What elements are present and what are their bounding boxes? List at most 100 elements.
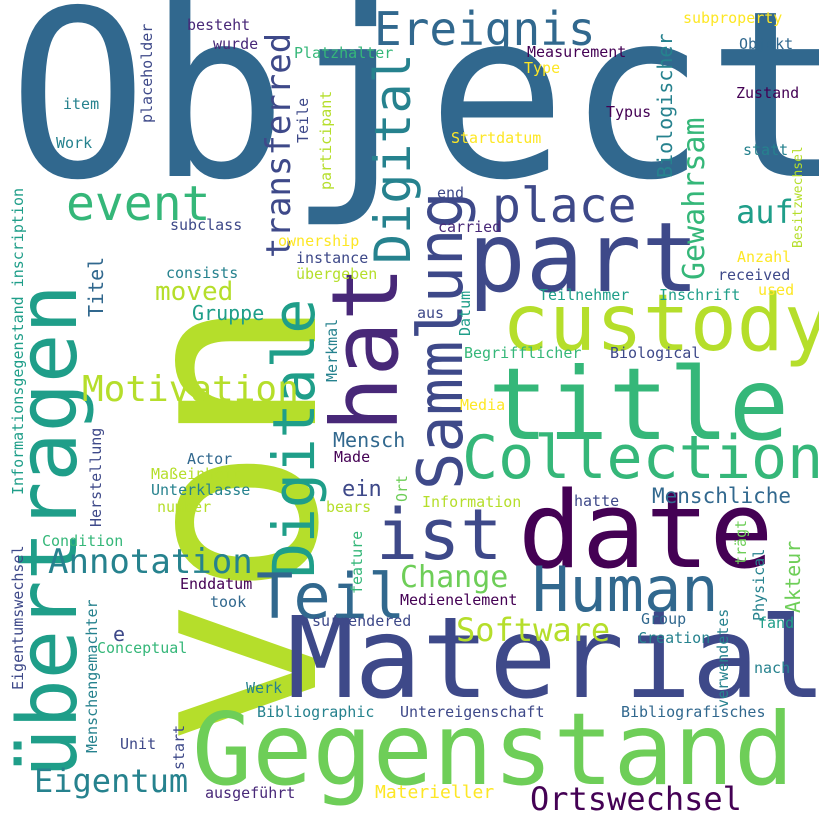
word-digital: Digital bbox=[364, 53, 422, 264]
word-title: title bbox=[488, 346, 790, 463]
word-merkmal: Merkmal bbox=[323, 318, 341, 382]
word-software: Software bbox=[456, 611, 611, 649]
word-inschrift: Inschrift bbox=[659, 286, 741, 304]
word-ausgefuehrt: ausgeführt bbox=[205, 784, 296, 802]
word-event: event bbox=[66, 176, 211, 232]
word-untereigenschaft: Untereigenschaft bbox=[400, 703, 545, 721]
word-collection: Collection bbox=[462, 423, 819, 493]
word-mensch: Mensch bbox=[333, 428, 406, 452]
word-akteur: Akteur bbox=[781, 540, 805, 613]
word-group: Group bbox=[641, 610, 687, 628]
word-uebergeben: übergeben bbox=[296, 265, 378, 283]
word-datum: Datum bbox=[456, 290, 474, 336]
word-eigentum: Eigentum bbox=[34, 762, 189, 800]
word-ownership: ownership bbox=[278, 232, 360, 250]
word-consists: consists bbox=[166, 264, 239, 282]
word-herstellung: Herstellung bbox=[87, 427, 105, 527]
word-werk: Werk bbox=[246, 679, 283, 697]
word-menschengemachter: Menschengemachter bbox=[83, 599, 101, 753]
word-measurement: Measurement bbox=[527, 43, 627, 61]
word-physical: Physical bbox=[750, 548, 768, 621]
word-custody: custody bbox=[502, 279, 819, 369]
word-ist: ist bbox=[376, 494, 503, 576]
word-object: Object bbox=[8, 0, 819, 231]
word-placeholder: placeholder bbox=[138, 23, 156, 123]
word-teilnehmer: Teilnehmer bbox=[539, 286, 630, 304]
word-item: item bbox=[63, 95, 100, 113]
word-made: Made bbox=[334, 448, 371, 466]
word-besteht: besteht bbox=[187, 16, 251, 34]
word-end: end bbox=[437, 184, 465, 202]
word-place: place bbox=[492, 178, 637, 234]
word-biological: Biological bbox=[610, 344, 701, 362]
word-digitale: Digitale bbox=[260, 298, 328, 578]
word-bibliographic: Bibliographic bbox=[257, 703, 375, 721]
word-begrifflicher: Begrifflicher bbox=[464, 344, 582, 362]
word-startdatum: Startdatum bbox=[451, 129, 542, 147]
word-moved: moved bbox=[155, 277, 234, 307]
word-ort: Ort bbox=[393, 474, 411, 502]
word-hatte: hatte bbox=[574, 492, 620, 510]
word-teil: Teil bbox=[256, 560, 406, 633]
word-participant: participant bbox=[317, 90, 335, 190]
word-motivation: Motivation bbox=[82, 369, 299, 410]
word-informationsgegenstand: Informationsgegenstand inscription bbox=[9, 187, 27, 495]
word-traegt: trägt bbox=[732, 519, 750, 565]
word-subproperty: subproperty bbox=[683, 9, 783, 27]
word-menschliche: Menschliche bbox=[652, 484, 792, 508]
word-eigentumswechsel: Eigentumswechsel bbox=[9, 545, 27, 691]
word-carried: carried bbox=[438, 218, 502, 236]
word-teile: Teile bbox=[294, 97, 312, 143]
word-platzhalter: Platzhalter bbox=[294, 44, 394, 62]
word-type: Type bbox=[524, 59, 561, 77]
word-creation: Creation bbox=[638, 629, 711, 647]
word-unit: Unit bbox=[120, 735, 157, 753]
word-ereignis: Ereignis bbox=[374, 2, 596, 56]
word-part: part bbox=[468, 202, 700, 314]
word-titel: Titel bbox=[84, 256, 108, 317]
word-surrendered: surrendered bbox=[312, 612, 412, 630]
word-zustand: Zustand bbox=[736, 84, 800, 102]
word-biologischer: Biologischer bbox=[653, 33, 677, 179]
word-work: Work bbox=[56, 134, 93, 152]
word-instance: instance bbox=[296, 249, 369, 267]
word-materieller: Materieller bbox=[375, 782, 495, 803]
word-start: start bbox=[170, 724, 188, 770]
word-actor: Actor bbox=[187, 450, 233, 468]
word-annotation: Annotation bbox=[48, 542, 253, 582]
word-enddatum: Enddatum bbox=[180, 575, 253, 593]
word-information: Information bbox=[422, 493, 522, 511]
word-conceptual: Conceptual bbox=[97, 639, 188, 657]
word-bears: bears bbox=[326, 498, 372, 516]
word-number: number bbox=[157, 498, 212, 516]
word-masseinheit: Maßeinheit bbox=[151, 465, 242, 483]
word-nach: nach bbox=[754, 659, 791, 677]
word-aus: aus bbox=[417, 304, 445, 322]
word-human: Human bbox=[532, 553, 719, 626]
word-typus: Typus bbox=[606, 103, 652, 121]
word-gegenstand: Gegenstand bbox=[192, 691, 795, 808]
word-medienelement: Medienelement bbox=[400, 591, 518, 609]
word-subclass: subclass bbox=[170, 216, 243, 234]
word-verwendetes: verwendetes bbox=[714, 608, 732, 708]
word-bibliografisches: Bibliografisches bbox=[621, 703, 766, 721]
word-anzahl: Anzahl bbox=[737, 248, 792, 266]
word-gruppe: Gruppe bbox=[192, 301, 265, 325]
word-statt: statt bbox=[743, 141, 789, 159]
word-ortswechsel: Ortswechsel bbox=[530, 780, 742, 818]
word-e: e bbox=[113, 622, 126, 646]
word-fand: fand bbox=[758, 614, 795, 632]
word-media: Media bbox=[460, 396, 506, 414]
word-took: took bbox=[210, 593, 247, 611]
word-gewahrsam: Gewahrsam bbox=[677, 117, 712, 280]
word-objekt: Objekt bbox=[739, 35, 794, 53]
word-received: received bbox=[718, 266, 791, 284]
word-date: date bbox=[518, 469, 774, 592]
word-condition: Condition bbox=[42, 532, 124, 550]
word-change: Change bbox=[400, 560, 509, 595]
word-material: Material bbox=[287, 594, 819, 724]
word-besitzwechsel: Besitzwechsel bbox=[791, 146, 806, 248]
word-transferred: transferred bbox=[259, 32, 299, 258]
word-unterklasse: Unterklasse bbox=[151, 481, 251, 499]
